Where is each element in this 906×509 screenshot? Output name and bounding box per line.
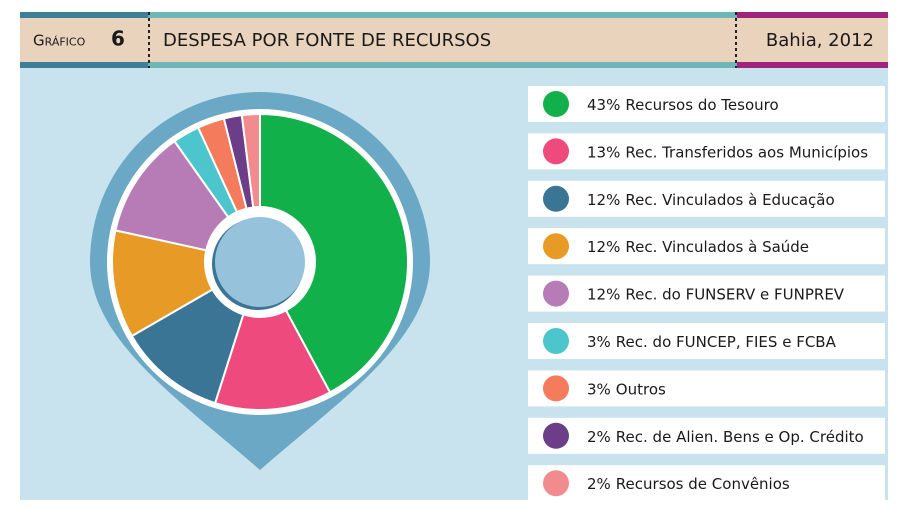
legend-value: 43% — [587, 96, 620, 114]
legend-value: 3% — [587, 333, 611, 351]
legend-value: 2% — [587, 475, 611, 493]
legend-value: 2% — [587, 427, 611, 445]
legend-label: 3% Rec. do FUNCEP, FIES e FCBA — [587, 333, 837, 351]
legend-swatch — [543, 470, 569, 497]
legend-swatch — [543, 375, 569, 402]
header-label: Gráfico — [33, 32, 86, 50]
legend-box — [528, 417, 885, 454]
header-number: 6 — [111, 27, 125, 51]
legend-box — [528, 275, 885, 312]
legend-value: 3% — [587, 380, 611, 398]
legend-box — [528, 465, 885, 502]
legend-value: 12% — [587, 285, 620, 303]
legend-name: Rec. do FUNSERV e FUNPREV — [625, 285, 844, 303]
legend-label: 13% Rec. Transferidos aos Municípios — [587, 143, 868, 161]
legend-name: Rec. Vinculados à Educação — [625, 190, 834, 208]
header-stripe — [20, 12, 888, 18]
legend-label: 12% Rec. Vinculados à Saúde — [587, 238, 809, 256]
legend-swatch — [543, 185, 569, 212]
header-stripe — [737, 12, 888, 18]
legend-box — [528, 133, 885, 170]
legend-name: Rec. Transferidos aos Municípios — [625, 143, 868, 161]
legend-swatch — [543, 422, 569, 449]
legend-value: 13% — [587, 143, 620, 161]
legend-box — [528, 323, 885, 359]
legend-box — [528, 228, 885, 265]
legend-box — [528, 180, 885, 217]
legend-box — [528, 86, 885, 122]
legend-label: 43% Recursos do Tesouro — [587, 96, 779, 114]
legend-label: 2% Rec. de Alien. Bens e Op. Crédito — [587, 427, 864, 445]
legend-label: 2% Recursos de Convênios — [587, 475, 790, 493]
legend-name: Recursos do Tesouro — [625, 96, 778, 114]
header-stripe — [20, 62, 888, 68]
chart-title: DESPESA POR FONTE DE RECURSOS — [163, 30, 491, 51]
legend-swatch — [543, 280, 569, 307]
legend-name: Rec. Vinculados à Saúde — [625, 238, 809, 256]
legend-name: Rec. de Alien. Bens e Op. Crédito — [616, 427, 864, 445]
legend-label: 12% Rec. do FUNSERV e FUNPREV — [587, 285, 845, 303]
legend-value: 12% — [587, 238, 620, 256]
legend-swatch — [543, 328, 569, 354]
header-stripe — [737, 62, 888, 68]
legend-name: Recursos de Convênios — [616, 475, 790, 493]
legend-name: Rec. do FUNCEP, FIES e FCBA — [616, 333, 837, 351]
header-stripe — [20, 12, 148, 18]
chart-subtitle: Bahia, 2012 — [766, 30, 874, 51]
legend-value: 12% — [587, 190, 620, 208]
legend-swatch — [543, 138, 569, 165]
pie-center — [215, 217, 305, 307]
legend-box — [528, 370, 885, 407]
legend-swatch — [543, 91, 569, 117]
legend-swatch — [543, 233, 569, 260]
legend-name: Outros — [616, 380, 666, 398]
header-stripe — [20, 62, 148, 68]
header-bar — [20, 12, 888, 68]
legend-label: 12% Rec. Vinculados à Educação — [587, 190, 835, 208]
legend-label: 3% Outros — [587, 380, 666, 398]
